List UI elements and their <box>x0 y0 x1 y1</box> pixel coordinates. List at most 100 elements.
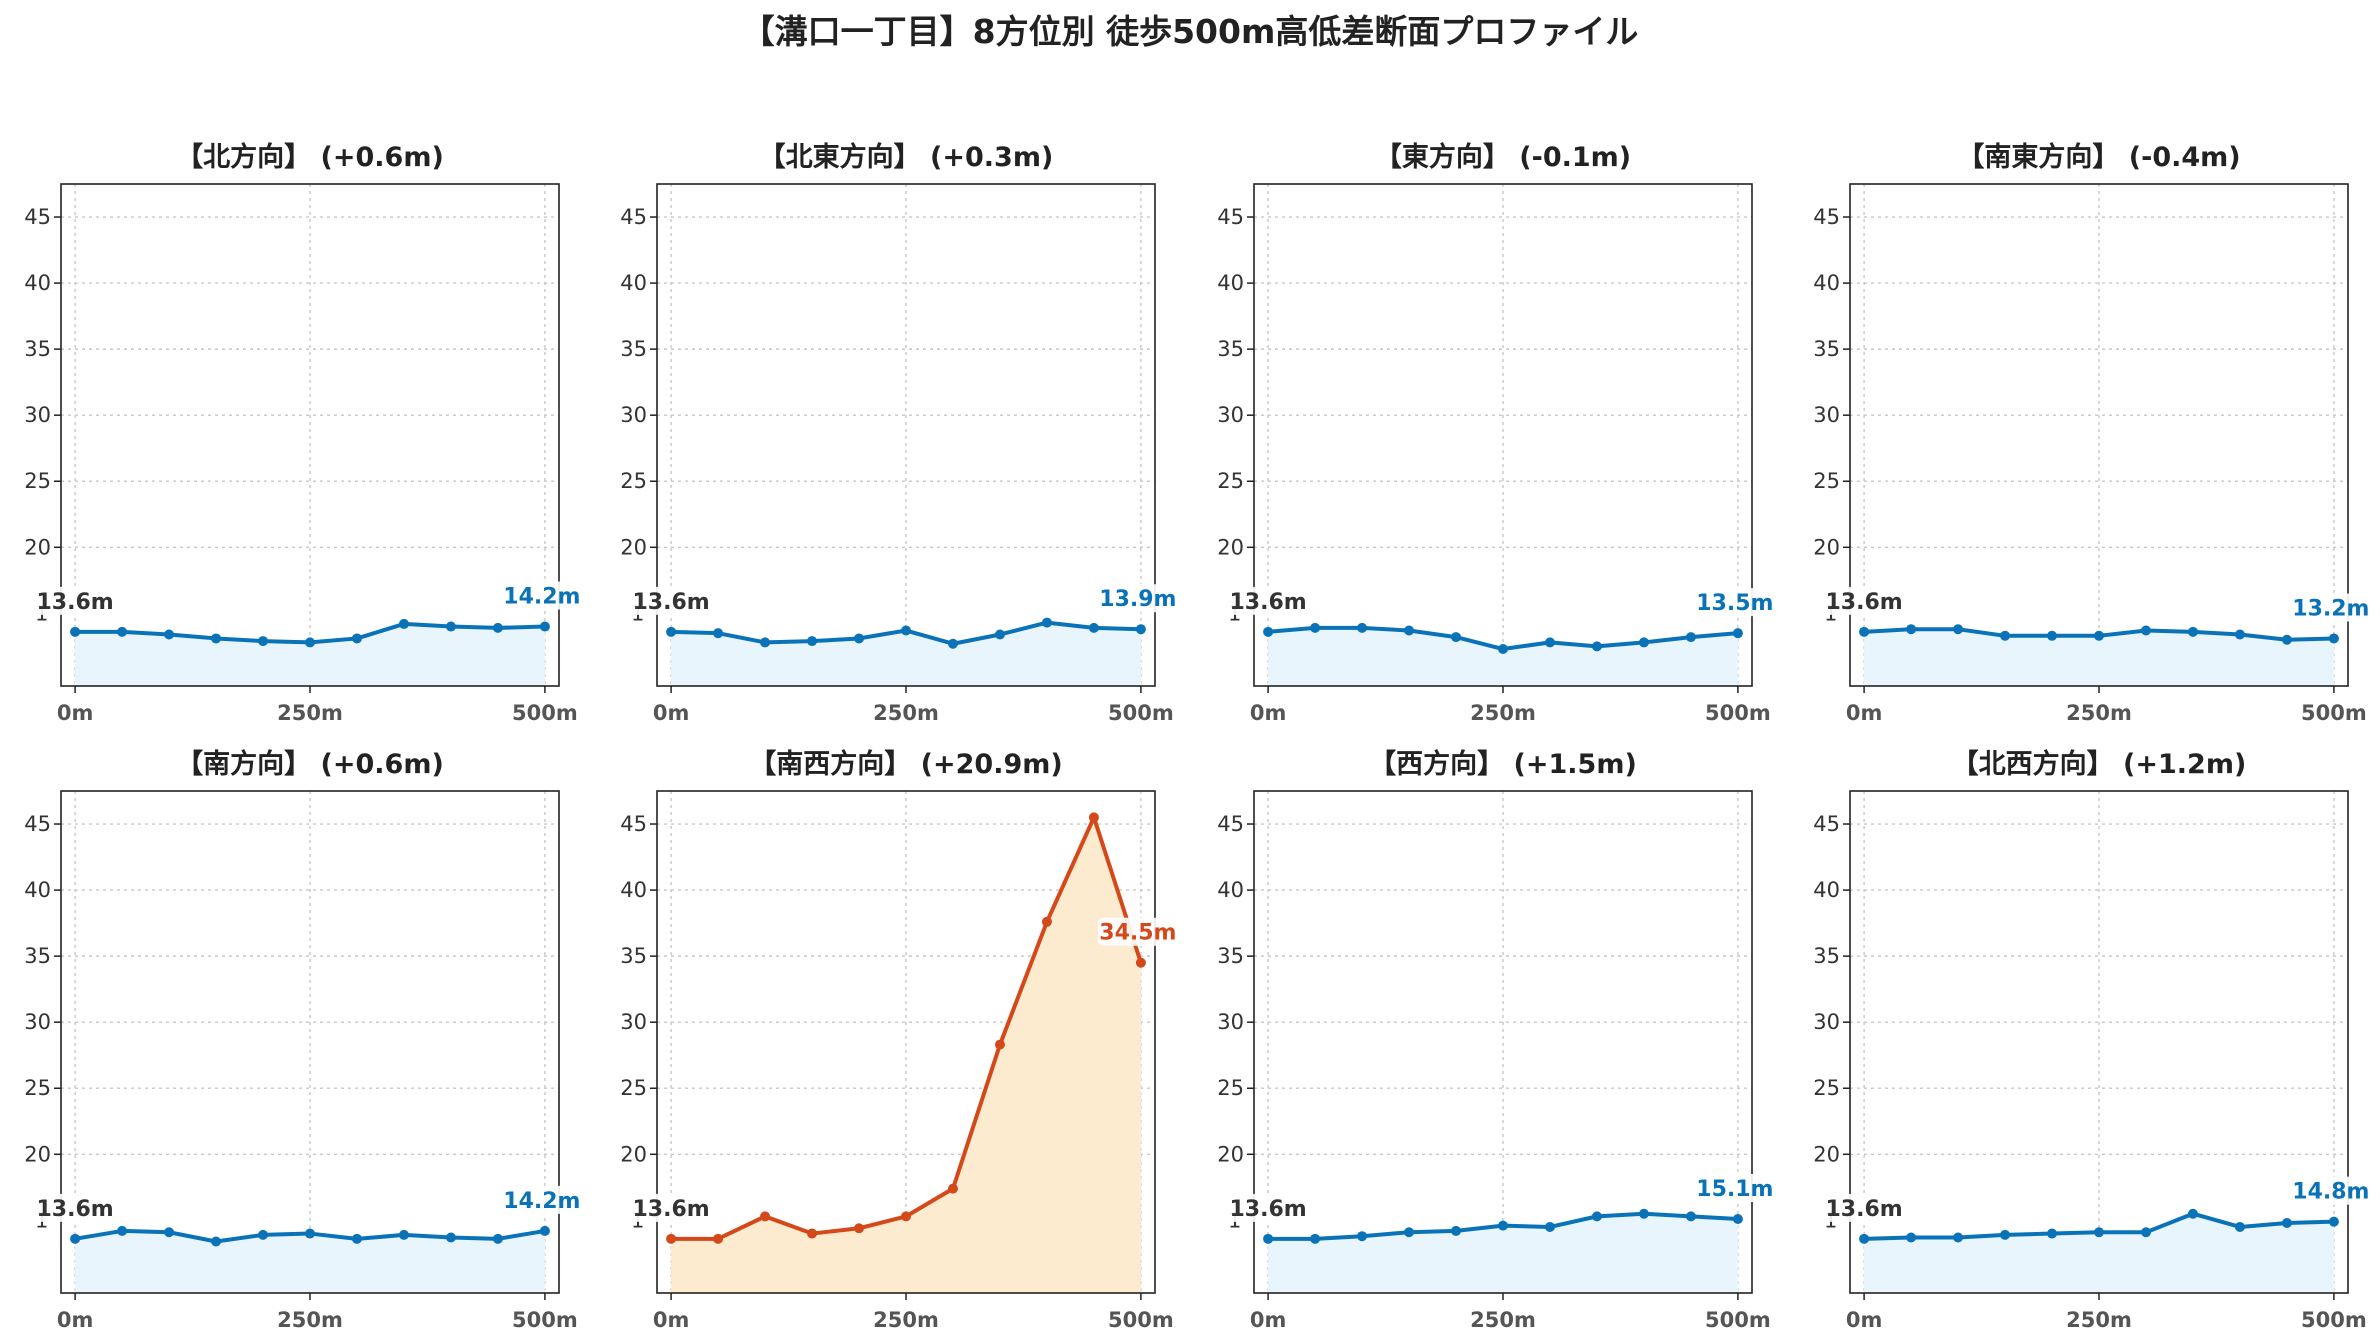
y-tick-label: 25 <box>1813 469 1840 493</box>
data-point <box>760 637 771 648</box>
panel-grid: 【北方向】 (+0.6m)20253035404510m250m500m13.6… <box>24 141 2371 1332</box>
data-point <box>994 629 1005 640</box>
data-point <box>70 626 81 637</box>
data-point <box>445 1232 456 1243</box>
panel-title: 【西方向】 (+1.5m) <box>1369 748 1637 780</box>
end-label-box <box>2290 593 2371 622</box>
y-tick-label: 20 <box>24 535 51 559</box>
data-point <box>2281 634 2292 645</box>
y-tick-label: 40 <box>1813 878 1840 902</box>
data-point <box>1404 1227 1415 1238</box>
y-tick-label: 25 <box>24 469 51 493</box>
y-tick-label: 45 <box>1813 205 1840 229</box>
y-tick-label: 25 <box>24 1076 51 1100</box>
profile-area <box>1268 1213 1738 1293</box>
start-label-box <box>32 586 109 615</box>
data-point <box>2000 1229 2011 1240</box>
start-elevation-label: 13.6m <box>1229 1197 1306 1222</box>
panel-title: 【北東方向】 (+0.3m) <box>759 141 1054 173</box>
data-point <box>492 622 503 633</box>
data-point <box>713 628 724 639</box>
start-elevation-label: 13.6m <box>1825 590 1902 615</box>
start-elevation-label: 13.6m <box>632 590 709 615</box>
data-point <box>854 633 865 644</box>
end-elevation-label: 34.5m <box>1099 921 1176 946</box>
data-point <box>1041 916 1052 927</box>
data-point <box>1404 625 1415 636</box>
data-point <box>2187 626 2198 637</box>
panel-title: 【北西方向】 (+1.2m) <box>1952 748 2247 780</box>
data-point <box>1906 624 1917 635</box>
start-elevation-label: 13.6m <box>36 1197 113 1222</box>
panel-title: 【南東方向】 (-0.4m) <box>1957 141 2240 173</box>
y-tick-label: 40 <box>620 878 647 902</box>
data-point <box>117 626 128 637</box>
x-tick-label: 250m <box>277 701 343 725</box>
data-point <box>901 1211 911 1222</box>
x-tick-label: 0m <box>1846 701 1883 725</box>
data-point <box>760 1211 771 1222</box>
profile-area <box>1864 629 2334 686</box>
panel-7: 【北西方向】 (+1.2m)20253035404510m250m500m13.… <box>1813 748 2371 1332</box>
x-tick-label: 500m <box>1108 701 1174 725</box>
y-tick-label: 40 <box>620 271 647 295</box>
profile-area <box>671 622 1141 686</box>
data-point <box>1859 1233 1870 1244</box>
end-label-box <box>1694 1174 1775 1203</box>
data-point <box>994 1039 1005 1050</box>
y-tick-label: 40 <box>24 878 51 902</box>
y-tick-label: 30 <box>24 1010 51 1034</box>
start-elevation-label: 13.6m <box>1825 1197 1902 1222</box>
data-point <box>1310 1233 1321 1244</box>
y-tick-label: 35 <box>620 944 647 968</box>
y-tick-label: 30 <box>1813 1010 1840 1034</box>
y-tick-label: 35 <box>1813 944 1840 968</box>
data-point <box>666 626 677 637</box>
x-tick-label: 500m <box>2301 701 2367 725</box>
profile-area <box>1864 1213 2334 1293</box>
end-label-box <box>501 581 582 610</box>
x-tick-label: 0m <box>1846 1308 1883 1332</box>
data-point <box>2094 630 2104 641</box>
profile-area <box>671 817 1141 1293</box>
y-tick-label: 45 <box>1217 812 1244 836</box>
x-tick-label: 0m <box>653 1308 690 1332</box>
panel-title: 【南西方向】 (+20.9m) <box>749 748 1062 780</box>
end-elevation-label: 14.2m <box>503 585 580 610</box>
end-label-box <box>1097 917 1178 946</box>
y-tick-label: 35 <box>24 944 51 968</box>
data-point <box>258 636 269 647</box>
y-tick-label: 30 <box>24 403 51 427</box>
data-point <box>1451 632 1462 643</box>
data-point <box>305 1228 315 1239</box>
end-elevation-label: 13.9m <box>1099 587 1176 612</box>
data-point <box>1498 644 1508 655</box>
y-tick-label: 30 <box>1217 1010 1244 1034</box>
data-point <box>1953 624 1964 635</box>
panel-6: 【西方向】 (+1.5m)20253035404510m250m500m13.6… <box>1217 748 1775 1332</box>
panel-2: 【東方向】 (-0.1m)20253035404510m250m500m13.6… <box>1217 141 1775 725</box>
y-tick-label: 35 <box>24 337 51 361</box>
y-tick-label: 35 <box>1217 944 1244 968</box>
end-elevation-label: 14.8m <box>2292 1180 2369 1205</box>
data-point <box>2047 1228 2058 1239</box>
profile-area <box>75 1230 545 1293</box>
data-point <box>539 1225 550 1236</box>
y-tick-label: 40 <box>1217 271 1244 295</box>
end-elevation-label: 15.1m <box>1696 1177 1773 1202</box>
x-tick-label: 250m <box>873 1308 939 1332</box>
y-tick-label: 25 <box>1217 469 1244 493</box>
y-tick-label: 25 <box>620 469 647 493</box>
data-point <box>1088 622 1099 633</box>
data-point <box>1638 1208 1649 1219</box>
data-point <box>351 1233 362 1244</box>
end-elevation-label: 14.2m <box>503 1189 580 1214</box>
panel-title: 【北方向】 (+0.6m) <box>176 141 444 173</box>
data-point <box>1685 1211 1696 1222</box>
y-tick-label: 30 <box>1813 403 1840 427</box>
x-tick-label: 0m <box>57 1308 94 1332</box>
data-point <box>947 638 958 649</box>
panel-title: 【南方向】 (+0.6m) <box>176 748 444 780</box>
data-point <box>2047 630 2058 641</box>
x-tick-label: 250m <box>2066 1308 2132 1332</box>
